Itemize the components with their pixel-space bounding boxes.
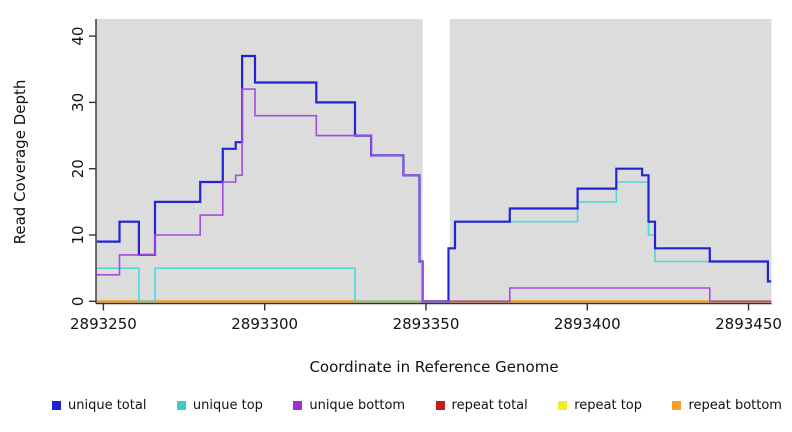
masked-gap-region <box>422 19 450 304</box>
legend-label: unique total <box>68 398 147 413</box>
legend-swatch-repeat-top <box>558 401 568 410</box>
legend-item-unique-total: unique total <box>52 398 146 413</box>
coverage-step-chart: 0 10 20 30 40 2893250 2893300 2893350 2893400 289… <box>69 19 782 333</box>
y-tick-label: 30 <box>69 93 87 112</box>
legend: unique total unique top unique bottom repea… <box>52 398 782 413</box>
legend-label: repeat top <box>574 398 642 413</box>
legend-item-unique-top: unique top <box>176 398 263 413</box>
legend-label: unique bottom <box>309 398 406 413</box>
legend-item-unique-bottom: unique bottom <box>293 398 405 413</box>
legend-item-repeat-bottom: repeat bottom <box>672 398 782 413</box>
legend-swatch-repeat-total <box>435 401 445 410</box>
legend-swatch-unique-bottom <box>293 401 303 410</box>
x-tick-label: 2893450 <box>715 315 782 333</box>
y-tick-label: 20 <box>69 159 87 178</box>
x-tick-label: 2893400 <box>554 315 621 333</box>
y-tick-label: 10 <box>69 225 87 244</box>
x-tick-label: 2893250 <box>70 315 137 333</box>
legend-item-repeat-total: repeat total <box>435 398 528 413</box>
y-tick-label: 40 <box>69 27 87 46</box>
x-tick-label: 2893350 <box>393 315 460 333</box>
x-axis-title: Coordinate in Reference Genome <box>309 358 559 376</box>
x-tick-label: 2893300 <box>231 315 298 333</box>
y-axis-title: Read Coverage Depth <box>11 79 29 245</box>
y-tick-label: 0 <box>69 297 87 307</box>
legend-swatch-unique-total <box>52 401 61 410</box>
legend-swatch-unique-top <box>176 401 186 410</box>
series-unique-bottom <box>96 88 772 303</box>
legend-label: repeat total <box>451 398 528 413</box>
legend-label: repeat bottom <box>688 398 782 413</box>
legend-swatch-repeat-bottom <box>672 401 682 410</box>
legend-label: unique top <box>192 398 263 413</box>
legend-item-repeat-top: repeat top <box>558 398 642 413</box>
